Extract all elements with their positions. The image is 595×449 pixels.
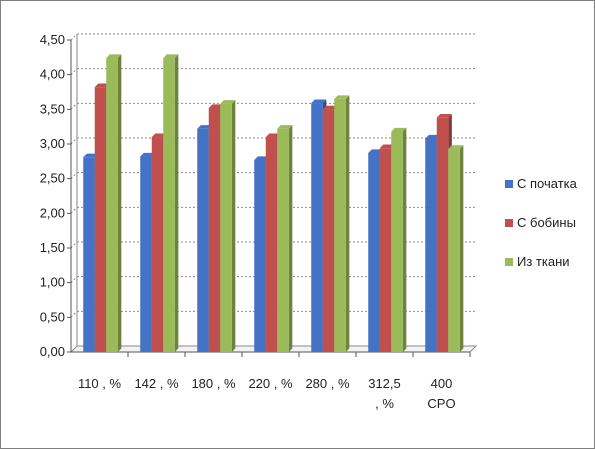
gridlines	[70, 33, 476, 318]
gridline-side	[70, 206, 78, 214]
legend-item: Из ткани	[505, 254, 570, 269]
bar-top	[94, 83, 110, 88]
x-tick-label: CPO	[427, 396, 455, 411]
bar-top	[436, 114, 452, 118]
bar-front	[197, 128, 209, 352]
bar-front	[311, 103, 323, 353]
bar-top	[254, 156, 270, 160]
gridline-side	[70, 310, 78, 318]
bar-top	[106, 54, 122, 59]
bar-top	[368, 149, 384, 154]
bar-front	[265, 137, 278, 352]
bar-side	[288, 125, 293, 352]
legend-label: С початка	[517, 176, 578, 191]
bar-top	[83, 153, 99, 158]
bar-top	[448, 145, 464, 149]
gridline-side	[70, 102, 78, 110]
y-tick-label: 2,50	[40, 171, 65, 186]
bars	[83, 54, 464, 353]
y-tick-label: 1,00	[40, 275, 65, 290]
bar	[106, 54, 122, 352]
bar-front	[163, 58, 175, 352]
bar-top	[277, 125, 293, 129]
bar	[448, 145, 464, 352]
x-tick-label: 142 , %	[134, 376, 179, 391]
legend-swatch	[505, 180, 513, 188]
bar-side	[345, 95, 350, 352]
bar-top	[197, 125, 213, 129]
bar-front	[277, 128, 289, 352]
bar-front	[151, 137, 164, 352]
x-tick-label: 220 , %	[248, 376, 293, 391]
y-tick-label: 4,50	[40, 32, 65, 47]
y-tick-label: 3,50	[40, 101, 65, 116]
bar-top	[334, 95, 350, 99]
bar-front	[448, 148, 460, 352]
bar-top	[208, 104, 224, 108]
y-tick-label: 2,00	[40, 205, 65, 220]
bar	[334, 95, 350, 352]
bar-front	[334, 98, 346, 352]
bar-front	[379, 148, 392, 352]
bar-top	[322, 105, 338, 110]
bar-front	[254, 159, 266, 352]
bar-front	[106, 58, 118, 352]
y-tick-label: 4,00	[40, 67, 65, 82]
legend-label: Из ткани	[517, 254, 570, 269]
bar	[277, 125, 293, 352]
bar-front	[83, 157, 95, 352]
legend-swatch	[505, 258, 513, 266]
y-axis-labels: 0,00 0,50 1,00 1,50 2,00 2,50 3,00 3,50 4,00 4,50	[40, 32, 65, 359]
bar-front	[322, 109, 335, 352]
bar	[220, 100, 236, 352]
gridline-side	[70, 68, 78, 76]
bar	[391, 127, 407, 352]
legend-item: С початка	[505, 176, 578, 191]
bar-front	[368, 153, 380, 352]
x-axis-labels: 110 , % 142 , % 180 , % 220 , % 280 , % 312,5…	[78, 376, 456, 411]
gridline-side	[70, 33, 78, 41]
bar-side	[459, 145, 464, 352]
bar-top	[151, 133, 167, 138]
bar-top	[391, 127, 407, 132]
bar-front	[208, 107, 221, 353]
legend-swatch	[505, 219, 513, 227]
x-tick-label: 400	[431, 376, 453, 391]
bar-top	[265, 133, 281, 138]
x-tick-label: , %	[375, 396, 394, 411]
bar-front	[140, 156, 152, 352]
bar-top	[425, 134, 441, 139]
bar-side	[402, 127, 407, 352]
bar-top	[163, 54, 179, 59]
bar-top	[379, 144, 395, 149]
x-tick-label: 280 , %	[305, 376, 350, 391]
bar	[163, 54, 179, 352]
y-tick-label: 1,50	[40, 240, 65, 255]
gridline-side	[70, 241, 78, 249]
gridline-side	[70, 137, 78, 145]
bar-top	[220, 100, 236, 104]
y-tick-label: 0,00	[40, 344, 65, 359]
bar-front	[425, 138, 437, 352]
legend: С початка С бобины Из ткани	[505, 176, 578, 269]
x-tick-label: 180 , %	[191, 376, 236, 391]
bar-front	[220, 103, 232, 352]
gridline-side	[70, 172, 78, 180]
legend-label: С бобины	[517, 215, 576, 230]
bar-top	[140, 152, 156, 157]
bar-front	[94, 87, 107, 352]
legend-item: С бобины	[505, 215, 576, 230]
x-tick-label: 312,5	[368, 376, 401, 391]
gridline-side	[70, 276, 78, 284]
y-tick-label: 3,00	[40, 136, 65, 151]
bar-front	[391, 131, 403, 352]
bar-side	[174, 54, 179, 352]
bar-side	[117, 54, 122, 352]
y-tick-label: 0,50	[40, 309, 65, 324]
bar-front	[436, 117, 449, 352]
bar-side	[231, 100, 236, 352]
bar-top	[311, 99, 327, 104]
x-tick-label: 110 , %	[78, 376, 122, 391]
